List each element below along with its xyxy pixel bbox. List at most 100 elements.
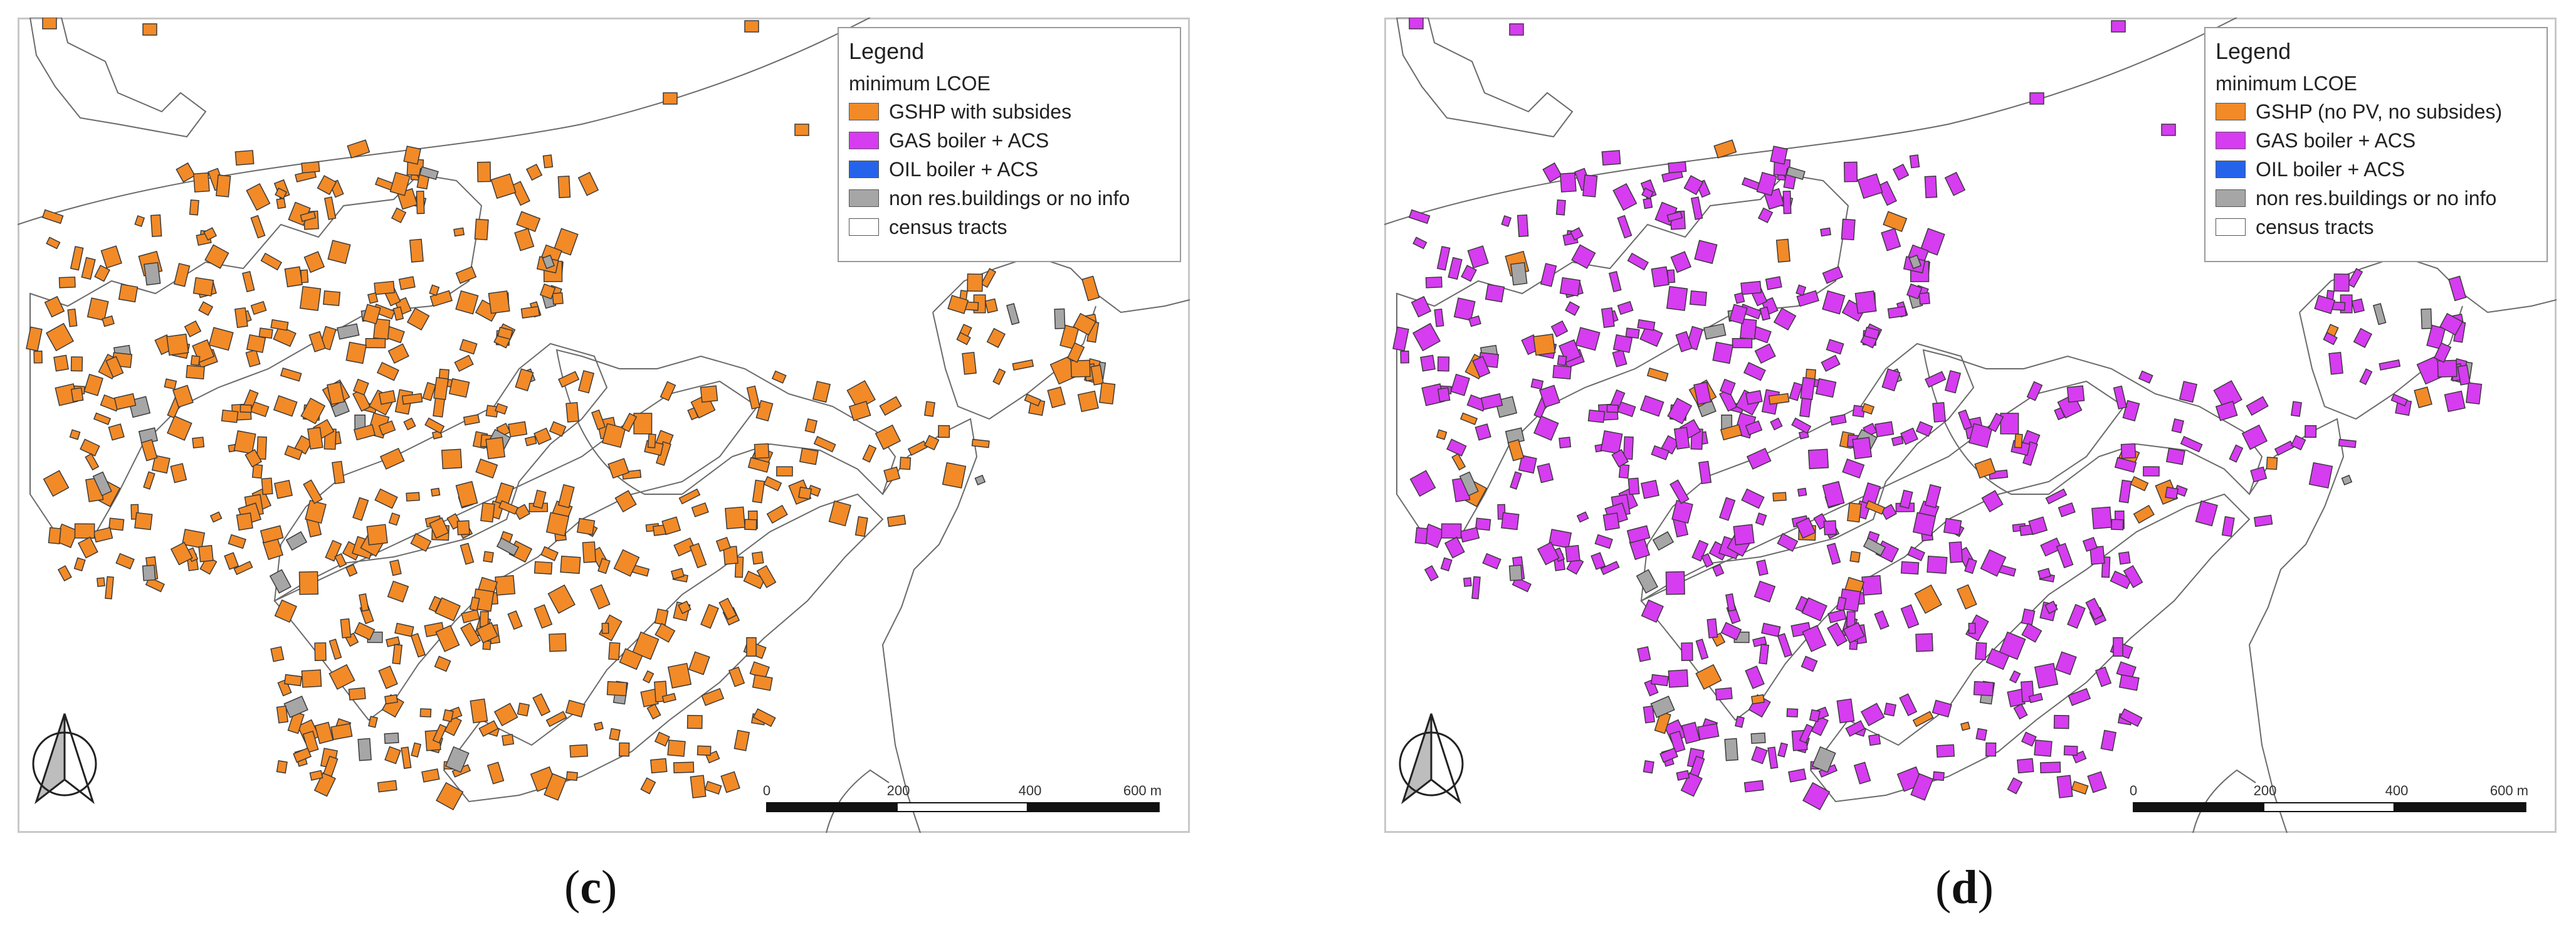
building — [1482, 553, 1501, 570]
building — [1617, 214, 1632, 239]
building — [26, 326, 43, 352]
building — [1881, 368, 1901, 391]
building — [93, 412, 112, 425]
building — [1555, 199, 1566, 216]
building — [686, 714, 703, 729]
building — [582, 541, 597, 563]
building — [733, 729, 750, 751]
building — [1750, 733, 1766, 744]
building — [416, 190, 425, 214]
building — [322, 290, 341, 307]
building — [899, 457, 912, 470]
building — [1759, 306, 1771, 321]
building — [1788, 768, 1807, 783]
building — [1800, 376, 1816, 400]
building — [1024, 393, 1041, 407]
building — [2040, 537, 2063, 557]
building — [496, 537, 520, 556]
building — [718, 598, 737, 620]
building — [490, 173, 517, 199]
building — [1444, 536, 1465, 559]
building — [2118, 674, 2140, 691]
building — [192, 277, 214, 297]
building — [2353, 327, 2373, 348]
building — [224, 552, 239, 570]
building — [2351, 298, 2365, 314]
building — [667, 739, 686, 757]
legend-item-gas: GAS boiler + ACS — [2216, 126, 2537, 155]
building — [392, 643, 403, 665]
building — [105, 576, 114, 600]
building — [744, 20, 759, 33]
building — [2215, 400, 2238, 421]
legend-item-census: census tracts — [849, 213, 1170, 241]
building — [1968, 622, 1976, 634]
building — [406, 492, 420, 502]
building — [1400, 351, 1409, 364]
building — [192, 437, 205, 449]
building — [1552, 364, 1572, 379]
building — [558, 371, 580, 388]
building — [241, 271, 255, 292]
building — [1892, 163, 1910, 181]
building — [2426, 324, 2446, 349]
building — [1467, 245, 1489, 269]
building — [532, 489, 547, 509]
building — [2118, 551, 2131, 565]
building — [221, 409, 239, 423]
building — [1958, 409, 1973, 430]
building — [2133, 504, 2155, 524]
building — [1450, 373, 1470, 396]
building — [2119, 708, 2143, 728]
building — [553, 228, 579, 256]
building — [1594, 534, 1613, 549]
building — [2120, 443, 2137, 459]
building — [613, 549, 640, 577]
building — [1733, 292, 1745, 304]
building — [2390, 393, 2408, 407]
building — [532, 693, 551, 717]
building — [1501, 512, 1520, 531]
legend-item-gshp: GSHP (no PV, no subsides) — [2216, 97, 2537, 126]
building — [2045, 488, 2068, 505]
building — [1587, 409, 1606, 423]
legend-swatch — [849, 189, 879, 207]
building — [1985, 742, 1997, 757]
scale-bar: 0 200 400 600 m — [2130, 783, 2528, 812]
panel-caption-d: (d) — [1935, 861, 1994, 914]
building — [1981, 490, 2004, 513]
building — [593, 721, 604, 731]
building — [1637, 319, 1656, 331]
building — [1713, 139, 1737, 159]
building — [1425, 276, 1443, 289]
north-arrow-icon — [1399, 713, 1464, 805]
building — [305, 499, 327, 524]
building — [520, 305, 540, 319]
building — [384, 694, 398, 705]
building — [1511, 576, 1532, 593]
building — [1767, 746, 1779, 770]
building — [348, 687, 366, 701]
building — [510, 181, 530, 206]
building — [689, 543, 707, 569]
building — [1712, 564, 1725, 577]
building — [33, 351, 43, 364]
building — [251, 463, 263, 479]
building — [2138, 370, 2153, 384]
building — [2221, 516, 2235, 537]
building — [673, 761, 695, 773]
building — [1720, 424, 1743, 441]
building — [1927, 555, 1948, 574]
legend-swatch — [2216, 161, 2246, 178]
building — [189, 199, 199, 216]
building — [284, 674, 302, 687]
building — [1409, 470, 1436, 497]
building — [1854, 290, 1877, 314]
building — [776, 466, 793, 477]
building — [384, 746, 401, 765]
building — [1732, 338, 1753, 349]
scale-bar-tick-label: 200 — [2254, 783, 2277, 798]
building — [565, 699, 586, 717]
building — [1440, 557, 1453, 572]
building — [1459, 471, 1479, 497]
